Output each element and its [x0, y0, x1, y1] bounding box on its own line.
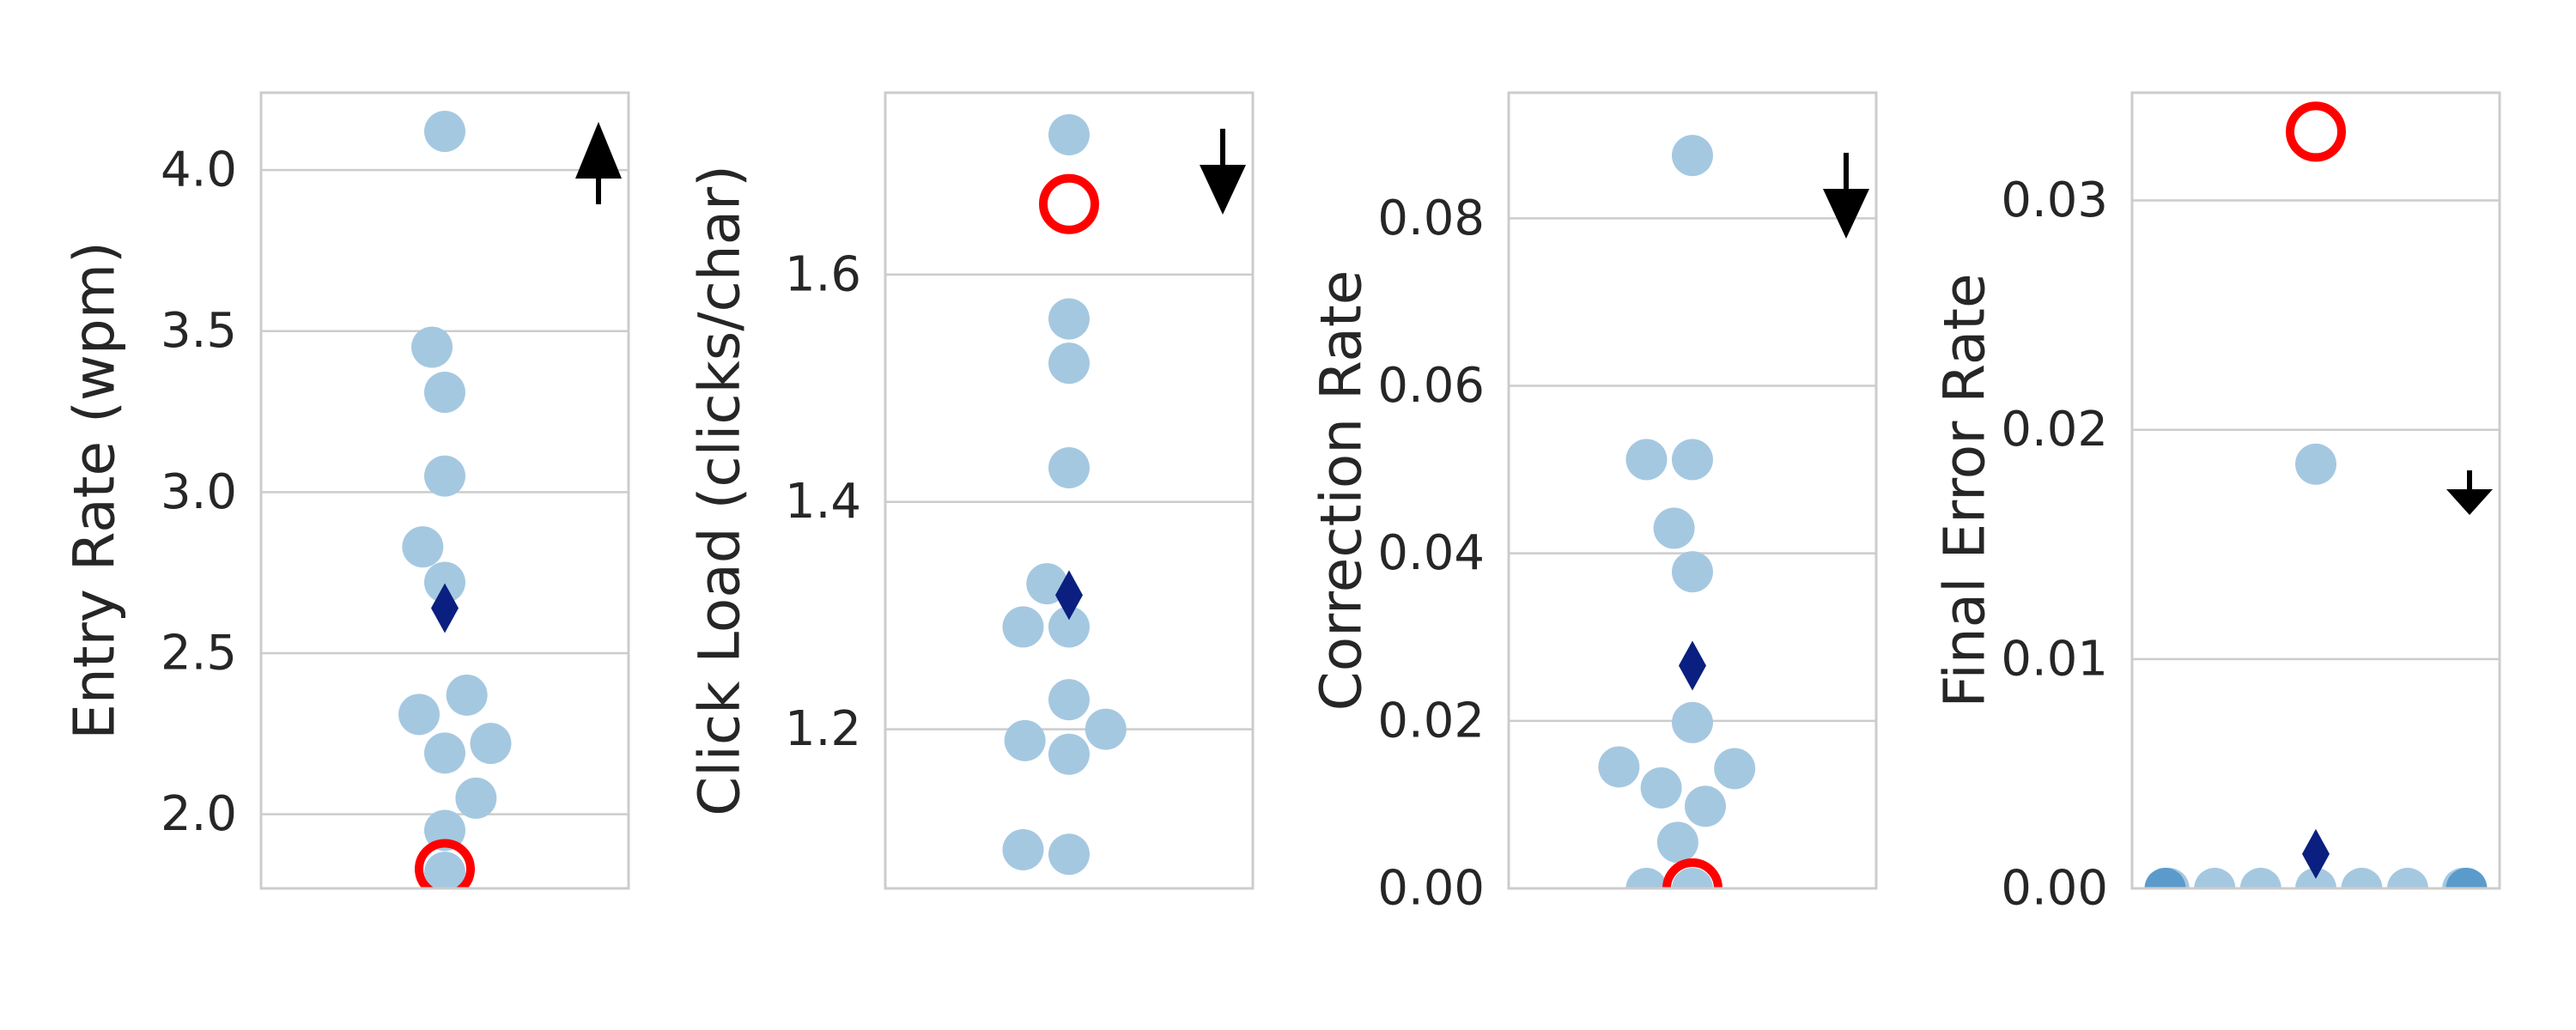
data-point	[424, 732, 465, 774]
data-point	[1656, 821, 1698, 863]
data-point	[1048, 447, 1090, 489]
data-point	[446, 674, 488, 716]
highlight-ring	[1039, 173, 1099, 234]
mean-marker	[1055, 570, 1083, 621]
y-tick-label: 0.00	[1377, 861, 1485, 917]
data-point	[2239, 868, 2281, 888]
data-point	[1672, 868, 1713, 888]
y-tick-label: 0.02	[2001, 402, 2108, 457]
data-point	[455, 777, 497, 819]
mean-marker	[1679, 640, 1706, 691]
data-point	[2387, 868, 2428, 888]
y-tick-label: 0.06	[1377, 358, 1485, 414]
data-point	[1004, 719, 1046, 761]
data-point	[1002, 828, 1044, 870]
highlight-ring	[1662, 858, 1722, 888]
data-point	[1672, 701, 1713, 743]
data-point	[1653, 507, 1695, 549]
data-point	[1684, 785, 1726, 827]
y-tick-label: 4.0	[161, 142, 237, 198]
data-point	[1048, 606, 1090, 648]
data-point	[1048, 833, 1090, 876]
axes-frame	[1507, 91, 1878, 890]
data-point	[1048, 113, 1090, 155]
mean-marker	[431, 583, 459, 633]
data-point	[2194, 868, 2236, 888]
data-point	[2341, 868, 2383, 888]
data-point	[2144, 868, 2186, 888]
y-tick-label: 0.01	[2001, 631, 2108, 687]
axes-frame	[2130, 91, 2501, 890]
y-axis-label: Entry Rate (wpm)	[62, 241, 128, 740]
data-point	[1625, 439, 1668, 481]
y-tick-label: 3.0	[161, 464, 237, 520]
arrow-down-icon	[1823, 153, 1869, 239]
arrow-down-icon	[2446, 470, 2493, 515]
data-point	[411, 326, 453, 368]
data-point	[1625, 868, 1668, 888]
data-point	[470, 723, 512, 765]
data-point	[424, 809, 465, 851]
y-axis-label: Final Error Rate	[1932, 273, 1998, 707]
data-point	[2445, 868, 2488, 888]
data-point	[424, 111, 465, 153]
data-point	[1048, 733, 1090, 775]
data-point	[2295, 443, 2336, 485]
y-tick-label: 0.04	[1377, 525, 1485, 581]
data-point	[424, 561, 465, 603]
data-point	[1598, 746, 1640, 788]
data-point	[424, 455, 465, 497]
y-tick-label: 0.03	[2001, 173, 2108, 228]
data-point	[1640, 766, 1682, 809]
panel-1: 2.0 2.5 3.0 3.5 4.0 Entry Rate (wpm)	[62, 91, 630, 890]
y-tick-label: 2.5	[161, 626, 237, 682]
y-tick-label: 2.0	[161, 786, 237, 842]
data-point	[424, 851, 465, 888]
highlight-ring	[415, 839, 475, 888]
data-point	[1084, 708, 1127, 750]
data-point	[1002, 606, 1044, 648]
y-tick-label: 0.08	[1377, 191, 1485, 246]
y-tick-label: 0.02	[1377, 693, 1485, 748]
data-point	[1048, 298, 1090, 340]
mean-marker	[2302, 828, 2330, 879]
data-point	[1714, 748, 1756, 790]
axes-frame	[259, 91, 630, 890]
y-axis-label: Click Load (clicks/char)	[687, 165, 753, 816]
axes-frame	[884, 91, 1255, 890]
arrow-down-icon	[1200, 129, 1246, 215]
y-tick-label: 1.2	[785, 701, 861, 757]
y-tick-label: 1.4	[785, 474, 861, 530]
data-point	[1672, 135, 1713, 177]
data-point	[1048, 679, 1090, 721]
data-point	[402, 526, 444, 568]
plot-area	[2144, 101, 2488, 888]
data-point	[1672, 551, 1713, 593]
y-tick-label: 1.6	[785, 246, 861, 302]
data-point	[424, 372, 465, 414]
plot-area	[1002, 113, 1127, 876]
data-point	[398, 694, 440, 736]
plot-area	[398, 111, 512, 888]
y-tick-label: 3.5	[161, 303, 237, 359]
y-axis-label: Correction Rate	[1309, 270, 1375, 712]
panel-2: 1.2 1.4 1.6 Click Load (clicks/char)	[687, 91, 1255, 890]
y-tick-label: 0.00	[2001, 861, 2108, 917]
data-point	[1048, 342, 1090, 385]
data-point	[1672, 439, 1713, 481]
plot-area	[1598, 135, 1756, 888]
arrow-up-icon	[575, 122, 622, 204]
highlight-ring	[2286, 101, 2346, 162]
